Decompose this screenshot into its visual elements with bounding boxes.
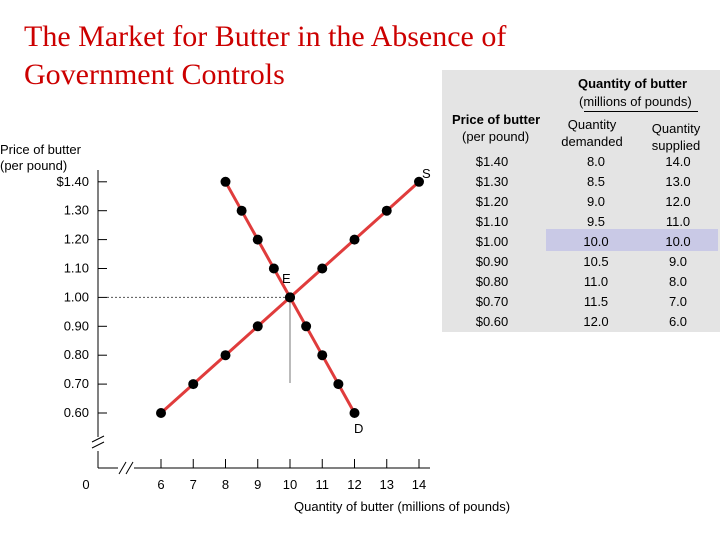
demand-curve-label: D	[354, 421, 363, 436]
demand-data-point	[285, 292, 295, 303]
x-tick-label: 10	[283, 477, 297, 492]
y-axis-title-line1: Price of butter	[0, 142, 82, 157]
table-cell-qd: 12.0	[583, 314, 609, 329]
table-qs-header-line2: supplied	[651, 138, 701, 153]
supply-data-point	[414, 176, 424, 187]
demand-data-point	[317, 350, 328, 361]
supply-data-point	[252, 321, 263, 332]
table-cell-qs: 7.0	[668, 294, 688, 309]
table-cell-qs: 6.0	[668, 314, 688, 329]
equilibrium-label: E	[282, 271, 291, 286]
curve-points	[156, 176, 424, 418]
x-axis-title: Quantity of butter (millions of pounds)	[294, 499, 510, 514]
x-tick-label: 0	[82, 477, 89, 492]
y-tick-label: 0.90	[64, 318, 89, 333]
demand-data-point	[268, 263, 279, 274]
supply-data-point	[381, 205, 392, 216]
x-axis-break-mark	[125, 461, 134, 475]
table-cell-qd: 10.0	[583, 234, 609, 249]
table-cell-qs: 9.0	[668, 254, 688, 269]
y-tick-label: 1.30	[64, 203, 89, 218]
y-tick-label: 1.20	[64, 232, 89, 247]
y-tick-label: 0.80	[64, 347, 89, 362]
schedule-table-panel	[442, 70, 720, 332]
table-cell-price: $0.90	[475, 254, 509, 269]
supply-data-point	[156, 408, 166, 418]
table-cell-qs: 13.0	[665, 174, 691, 189]
y-tick-label: 1.10	[64, 261, 89, 276]
demand-data-point	[236, 205, 247, 216]
title-line-2: Government Controls	[24, 58, 285, 91]
table-cell-qd: 8.0	[586, 154, 606, 169]
y-tick-label: 0.70	[64, 376, 89, 391]
table-group-subheader: (millions of pounds)	[579, 94, 692, 109]
table-cell-price: $0.70	[475, 294, 509, 309]
x-axis-break-mark	[118, 461, 127, 475]
table-qs-header: Quantity supplied	[644, 120, 708, 154]
equilibrium-row-highlight	[546, 229, 718, 251]
x-tick-label: 11	[316, 477, 330, 492]
x-tick-label: 6	[157, 477, 164, 492]
table-cell-price: $1.00	[475, 234, 509, 249]
x-tick-label: 7	[190, 477, 197, 492]
table-cell-price: $1.40	[475, 154, 509, 169]
supply-curve-label: S	[422, 166, 431, 181]
table-price-header: Price of butter	[452, 112, 541, 127]
y-axis-break-mark	[91, 435, 105, 443]
page-title: The Market for Butter in the Absence of …	[24, 18, 584, 94]
x-tick-label: 14	[412, 477, 426, 492]
table-price-subheader: (per pound)	[462, 129, 530, 144]
y-tick-label: $1.40	[56, 174, 89, 189]
y-tick-label: 1.00	[64, 289, 89, 304]
title-line-1: The Market for Butter in the Absence of	[24, 20, 507, 53]
table-cell-qd: 10.5	[583, 254, 609, 269]
x-tick-label: 12	[347, 477, 361, 492]
table-cell-price: $0.80	[475, 274, 509, 289]
equilibrium-guides	[107, 296, 291, 383]
table-cell-qd: 9.0	[586, 194, 606, 209]
table-group-header: Quantity of butter	[578, 76, 688, 91]
table-cell-qd: 8.5	[586, 174, 606, 189]
table-cell-price: $1.10	[475, 214, 509, 229]
y-axis-break-mark	[91, 441, 105, 449]
demand-data-point	[301, 321, 312, 332]
y-axis-title-line2: (per pound)	[0, 158, 67, 173]
x-tick-label: 9	[254, 477, 261, 492]
y-tick-label: 0.60	[64, 405, 89, 420]
table-group-underline	[584, 111, 698, 112]
demand-data-point	[349, 408, 360, 418]
demand-data-point	[333, 379, 344, 390]
supply-data-point	[220, 350, 231, 361]
table-cell-qd: 11.0	[583, 274, 609, 289]
table-cell-qs: 10.0	[665, 234, 691, 249]
table-cell-qs: 14.0	[665, 154, 691, 169]
demand-data-point	[252, 234, 263, 245]
table-cell-qd: 9.5	[586, 214, 606, 229]
table-qs-header-line1: Quantity	[651, 121, 701, 136]
demand-data-point	[220, 176, 231, 187]
supply-data-point	[188, 379, 199, 390]
table-cell-price: $1.30	[475, 174, 509, 189]
chart-axes: $1.40 1.30 1.20 1.10 1.00 0.90 0.80 0.70 0.60 0 6 7…	[56, 170, 430, 492]
table-cell-price: $0.60	[475, 314, 509, 329]
supply-data-point	[317, 263, 328, 274]
table-qd-header-line1: Quantity	[567, 117, 617, 132]
table-cell-qd: 11.5	[583, 294, 609, 309]
table-cell-qs: 12.0	[665, 194, 691, 209]
table-cell-qs: 8.0	[668, 274, 688, 289]
supply-data-point	[349, 234, 360, 245]
table-qd-header: Quantity demanded	[560, 116, 624, 150]
table-cell-price: $1.20	[475, 194, 509, 209]
x-tick-label: 8	[222, 477, 229, 492]
table-cell-qs: 11.0	[665, 214, 691, 229]
x-tick-label: 13	[380, 477, 394, 492]
table-qd-header-line2: demanded	[561, 134, 623, 149]
